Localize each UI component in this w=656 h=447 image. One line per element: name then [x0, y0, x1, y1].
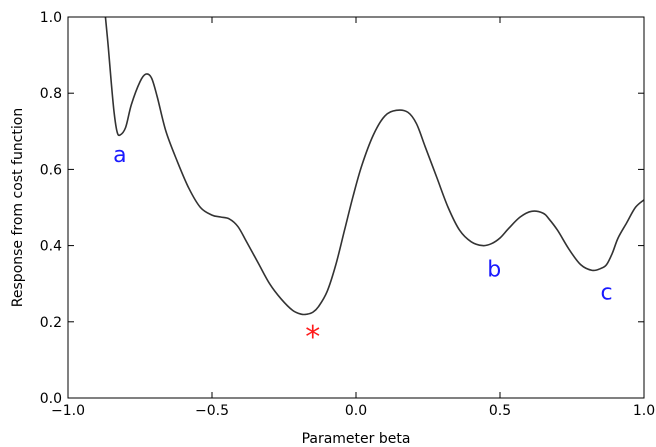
- annotations: a b c *: [113, 143, 613, 355]
- plot-area: [104, 17, 644, 316]
- axis-ticks: −1.0 −0.5 0.0 0.5 1.0 0.0 0.2 0.4 0.6 0.8 1.0: [40, 10, 655, 419]
- y-tick-label: 0.0: [40, 391, 62, 407]
- y-axis-label: Response from cost function: [10, 108, 26, 307]
- x-tick-label: −0.5: [195, 403, 229, 419]
- global-minimum-marker: *: [305, 320, 320, 355]
- point-label-a: a: [113, 143, 126, 168]
- y-tick-label: 1.0: [40, 10, 62, 26]
- y-tick-label: 0.6: [40, 162, 62, 178]
- cost-curve-series-0: [104, 17, 644, 316]
- y-tick-label: 0.4: [40, 239, 62, 255]
- point-label-b: b: [487, 257, 501, 282]
- x-tick-label: 0.0: [345, 403, 367, 419]
- y-tick-label: 0.2: [40, 315, 62, 331]
- x-tick-label: −1.0: [51, 403, 85, 419]
- x-axis-label: Parameter beta: [302, 431, 411, 447]
- x-tick-label: 0.5: [489, 403, 511, 419]
- y-tick-label: 0.8: [40, 86, 62, 102]
- x-tick-label: 1.0: [633, 403, 655, 419]
- point-label-c: c: [601, 280, 613, 305]
